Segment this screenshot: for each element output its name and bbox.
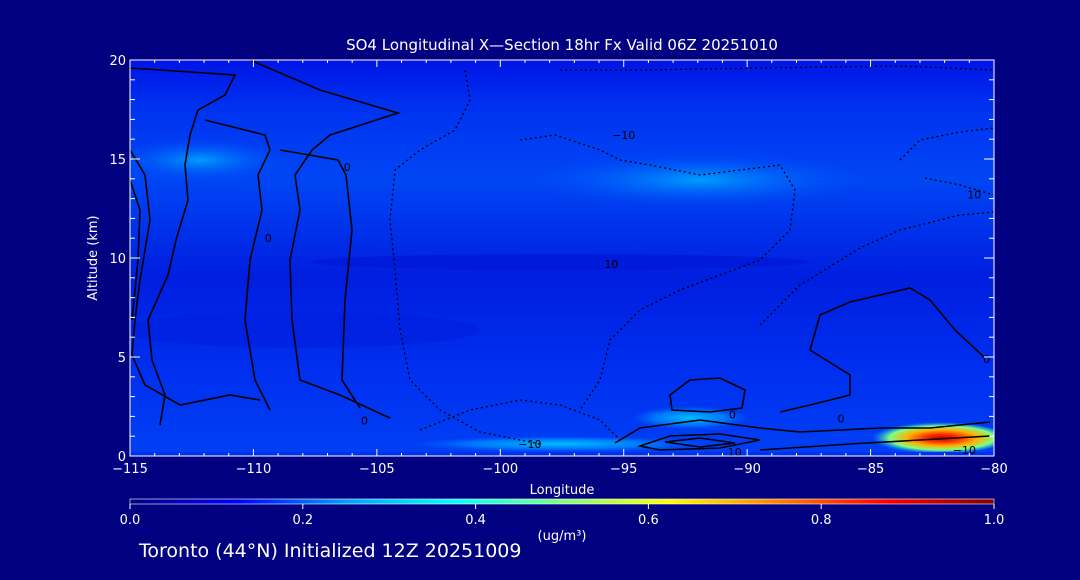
colorbar-tick-label: 0.2 bbox=[292, 513, 313, 528]
dotted-contour bbox=[519, 134, 796, 411]
colorbar-tick-label: 0.6 bbox=[638, 513, 659, 528]
dotted-contour bbox=[389, 69, 541, 445]
negative-contour-lines bbox=[389, 65, 994, 445]
contour-line bbox=[279, 149, 361, 409]
central-plume bbox=[630, 406, 750, 430]
upper-left-concentration-band bbox=[130, 138, 290, 182]
upper-concentration-band bbox=[530, 152, 870, 208]
contour-labels: 0 0 0 0 0 0 10 −10 −10 10 10 −10 bbox=[265, 129, 990, 459]
y-tick-label: 20 bbox=[109, 54, 126, 69]
contour-line bbox=[204, 119, 271, 411]
colorbar-tick-label: 0.0 bbox=[120, 513, 141, 528]
dotted-contour bbox=[560, 65, 994, 71]
contour-line bbox=[636, 433, 761, 451]
eastern-hot-plume bbox=[865, 422, 994, 454]
contour-label: 10 bbox=[967, 189, 981, 202]
dotted-contour bbox=[924, 177, 994, 196]
contour-line bbox=[130, 67, 237, 426]
mid-low-band-west bbox=[130, 312, 480, 348]
contour-label: 0 bbox=[983, 353, 990, 366]
contour-label: 0 bbox=[837, 412, 844, 425]
y-axis-label: Altitude (km) bbox=[86, 215, 101, 300]
contour-label: 0 bbox=[361, 414, 368, 427]
contour-label: 10 bbox=[604, 258, 618, 271]
x-tick-label: −95 bbox=[610, 462, 637, 477]
initialization-footer: Toronto (44°N) Initialized 12Z 20251009 bbox=[139, 540, 522, 562]
contour-line bbox=[249, 60, 401, 419]
contour-line bbox=[664, 437, 736, 448]
contour-label: 0 bbox=[729, 408, 736, 421]
surface-plume bbox=[410, 436, 710, 452]
contour-line bbox=[669, 377, 746, 413]
colorbar-ticks: 0.0 0.2 0.4 0.6 0.8 1.0 bbox=[120, 504, 1005, 528]
y-tick-label: 0 bbox=[118, 450, 126, 465]
colorbar-strip bbox=[129, 498, 995, 505]
contour-label: 0 bbox=[265, 232, 272, 245]
x-tick-label: −90 bbox=[733, 462, 760, 477]
contour-label: −10 bbox=[518, 438, 541, 451]
x-tick-label: −110 bbox=[236, 462, 272, 477]
colorbar-tick-label: 0.8 bbox=[811, 513, 832, 528]
contour-line bbox=[809, 287, 986, 359]
x-tick-label: −80 bbox=[980, 462, 1007, 477]
contour-label: 10 bbox=[728, 446, 742, 459]
contour-line bbox=[779, 349, 851, 413]
y-tick-label: 10 bbox=[109, 252, 126, 267]
colorbar-unit-label: (ug/m³) bbox=[538, 529, 587, 544]
contour-label: −10 bbox=[612, 129, 635, 142]
colorbar-tick-label: 0.4 bbox=[465, 513, 486, 528]
contour-line bbox=[614, 419, 991, 444]
chart-title: SO4 Longitudinal X—Section 18hr Fx Valid… bbox=[346, 36, 778, 54]
colorbar: 0.0 0.2 0.4 0.6 0.8 1.0 (ug/m³) bbox=[120, 498, 1005, 544]
y-tick-label: 5 bbox=[118, 351, 126, 366]
surface-layer bbox=[130, 452, 994, 456]
x-tick-label: −100 bbox=[482, 462, 518, 477]
colorbar-tick-label: 1.0 bbox=[984, 513, 1005, 528]
contour-line bbox=[759, 435, 991, 451]
y-tick-label: 15 bbox=[109, 153, 126, 168]
contour-label: −10 bbox=[953, 444, 976, 457]
plot-area: 0 0 0 0 0 0 10 −10 −10 10 10 −10 bbox=[130, 60, 994, 459]
x-tick-label: −85 bbox=[857, 462, 884, 477]
x-tick-label: −105 bbox=[359, 462, 395, 477]
dotted-contour bbox=[899, 127, 994, 161]
x-tick-label: −115 bbox=[112, 462, 148, 477]
contour-line bbox=[130, 179, 141, 321]
x-axis-label: Longitude bbox=[530, 483, 595, 498]
contour-label: 0 bbox=[344, 161, 351, 174]
mid-low-band bbox=[310, 254, 810, 270]
